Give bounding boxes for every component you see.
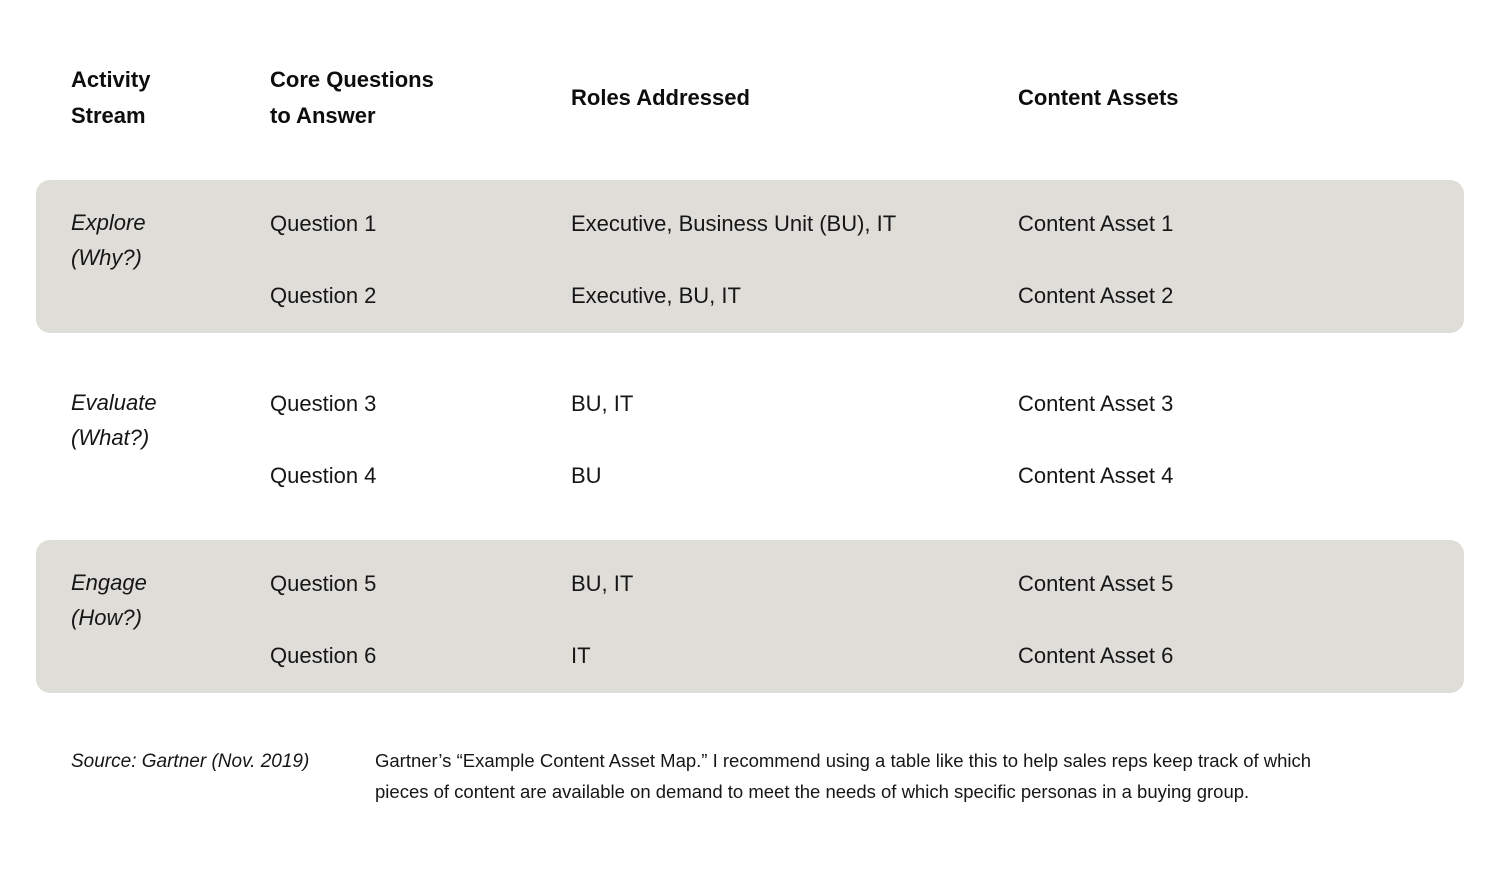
header-core-questions: Core Questions to Answer <box>270 67 434 128</box>
asset-cell: Content Asset 3 <box>1018 390 1174 416</box>
activity-name: Engage <box>71 570 147 595</box>
table-header-row: Activity Stream Core Questions to Answer… <box>36 60 1464 136</box>
roles-cell: BU <box>571 462 602 488</box>
question-cell: Question 2 <box>270 282 377 308</box>
figure-caption: Gartner’s “Example Content Asset Map.” I… <box>375 750 1312 802</box>
asset-cell: Content Asset 6 <box>1018 642 1174 668</box>
question-cell: Question 1 <box>270 210 377 236</box>
section-evaluate: Evaluate (What?) Question 3 BU, IT Conte… <box>36 360 1464 513</box>
asset-cell: Content Asset 4 <box>1018 462 1174 488</box>
asset-cell: Content Asset 5 <box>1018 570 1174 596</box>
roles-cell: IT <box>571 642 591 668</box>
activity-name: Explore <box>71 210 146 235</box>
question-cell: Question 5 <box>270 570 377 596</box>
activity-subtitle: (What?) <box>71 425 150 450</box>
activity-subtitle: (Why?) <box>71 245 142 270</box>
activity-stream-label: Engage (How?) <box>71 547 270 635</box>
activity-subtitle: (How?) <box>71 605 142 630</box>
activity-stream-label: Explore (Why?) <box>71 187 270 275</box>
section-engage: Engage (How?) Question 5 BU, IT Content … <box>36 540 1464 693</box>
header-activity-stream: Activity Stream <box>71 67 151 128</box>
question-cell: Question 6 <box>270 642 377 668</box>
source-attribution: Source: Gartner (Nov. 2019) <box>71 751 310 772</box>
header-roles-addressed: Roles Addressed <box>571 85 750 110</box>
asset-cell: Content Asset 2 <box>1018 282 1174 308</box>
roles-cell: Executive, Business Unit (BU), IT <box>571 210 897 236</box>
activity-stream-label: Evaluate (What?) <box>71 367 270 455</box>
section-explore: Explore (Why?) Question 1 Executive, Bus… <box>36 180 1464 333</box>
roles-cell: BU, IT <box>571 390 634 416</box>
asset-cell: Content Asset 1 <box>1018 210 1174 236</box>
header-content-assets: Content Assets <box>1018 85 1179 110</box>
question-cell: Question 3 <box>270 390 377 416</box>
question-cell: Question 4 <box>270 462 377 488</box>
roles-cell: Executive, BU, IT <box>571 282 741 308</box>
activity-name: Evaluate <box>71 390 157 415</box>
roles-cell: BU, IT <box>571 570 634 596</box>
